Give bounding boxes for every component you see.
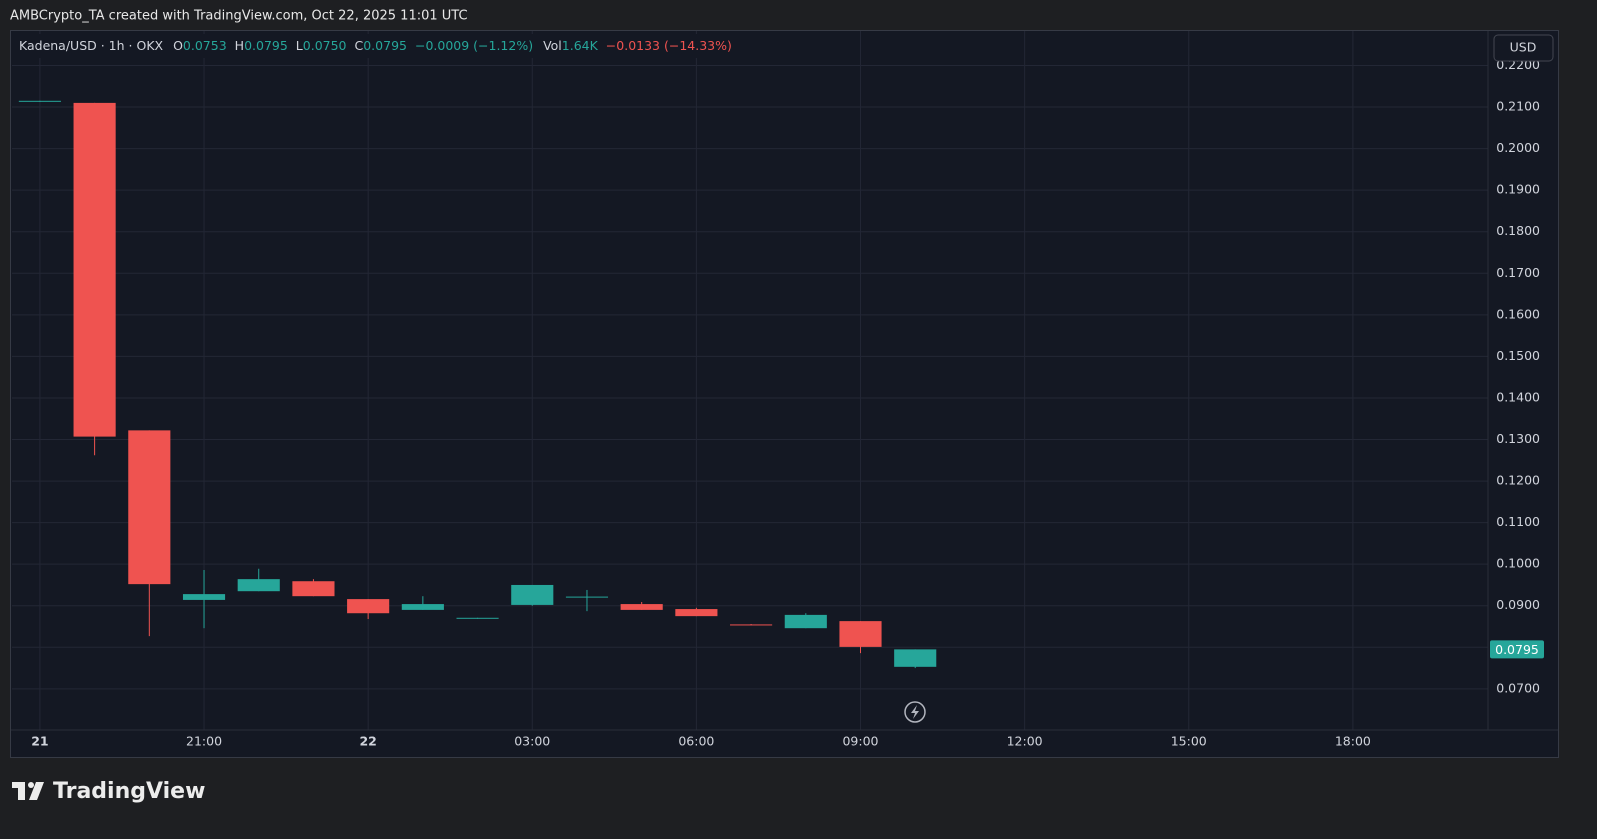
candle-body: [565, 596, 609, 598]
y-tick-label: 0.0700: [1496, 680, 1540, 695]
low-label: L: [296, 38, 303, 53]
y-tick-label: 0.1700: [1496, 265, 1540, 280]
logo-icon: [12, 782, 44, 800]
y-tick-label: 0.1600: [1496, 306, 1540, 321]
candle-body: [18, 100, 61, 102]
currency-label[interactable]: USD: [1510, 40, 1537, 55]
legend: Kadena/USD · 1h · OKX O0.0753 H0.0795 L0…: [19, 38, 732, 53]
x-tick-label: 18:00: [1335, 734, 1371, 749]
candle-body: [675, 609, 718, 617]
candle-body: [620, 604, 663, 610]
y-tick-label: 0.1000: [1496, 556, 1540, 571]
y-tick-label: 0.2000: [1496, 140, 1540, 155]
last-price-tag: [1490, 640, 1544, 659]
volume-value: 1.64K: [562, 38, 599, 53]
candle-body: [237, 579, 280, 592]
candle-body: [894, 649, 937, 667]
candle-body: [128, 430, 171, 585]
axes: 0.07000.08000.09000.10000.11000.12000.13…: [31, 57, 1544, 749]
candle-body: [511, 584, 554, 605]
high-label: H: [235, 38, 244, 53]
candle-body: [73, 102, 116, 437]
chart-frame: [10, 30, 1559, 758]
y-tick-label: 0.0900: [1496, 597, 1540, 612]
y-tick-label: 0.2100: [1496, 99, 1540, 114]
x-tick-label: 21:00: [186, 734, 222, 749]
x-tick-label: 09:00: [842, 734, 878, 749]
open-value: 0.0753: [183, 38, 227, 53]
replay-icon[interactable]: [904, 701, 926, 723]
candle-body: [839, 621, 882, 647]
currency-button[interactable]: [1493, 34, 1554, 62]
y-tick-label: 0.1300: [1496, 431, 1540, 446]
candle-body: [456, 617, 499, 619]
volume-change: −0.0133 (−14.33%): [606, 38, 732, 53]
candle-body: [292, 581, 335, 597]
candles: [18, 100, 937, 669]
x-tick-label: 22: [359, 734, 376, 749]
y-tick-label: 0.1800: [1496, 223, 1540, 238]
close-label: C: [355, 38, 364, 53]
x-tick-label: 06:00: [678, 734, 714, 749]
header: AMBCrypto_TA created with TradingView.co…: [10, 9, 468, 24]
close-value: 0.0795: [363, 38, 407, 53]
x-tick-label: 15:00: [1171, 734, 1207, 749]
candle-body: [401, 604, 444, 610]
x-tick-label: 03:00: [514, 734, 550, 749]
y-tick-label: 0.1200: [1496, 473, 1540, 488]
y-tick-label: 0.1100: [1496, 514, 1540, 529]
candle-body: [784, 614, 827, 629]
x-tick-label: 21: [31, 734, 48, 749]
candle-body: [730, 624, 773, 626]
volume-label: Vol: [543, 38, 562, 53]
open-label: O: [173, 38, 183, 53]
last-price-label: 0.0795: [1495, 642, 1539, 657]
logo: TradingView: [53, 779, 205, 804]
legend-background: [14, 34, 714, 58]
x-tick-label: 12:00: [1007, 734, 1043, 749]
symbol: Kadena/USD · 1h · OKX: [19, 38, 164, 53]
grid: [12, 31, 1488, 730]
y-tick-label: 0.1400: [1496, 389, 1540, 404]
y-tick-label: 0.1900: [1496, 182, 1540, 197]
y-tick-label: 0.1500: [1496, 348, 1540, 363]
high-value: 0.0795: [244, 38, 288, 53]
low-value: 0.0750: [303, 38, 347, 53]
candle-body: [182, 594, 226, 600]
change: −0.0009 (−1.12%): [415, 38, 533, 53]
candle-body: [347, 599, 390, 614]
